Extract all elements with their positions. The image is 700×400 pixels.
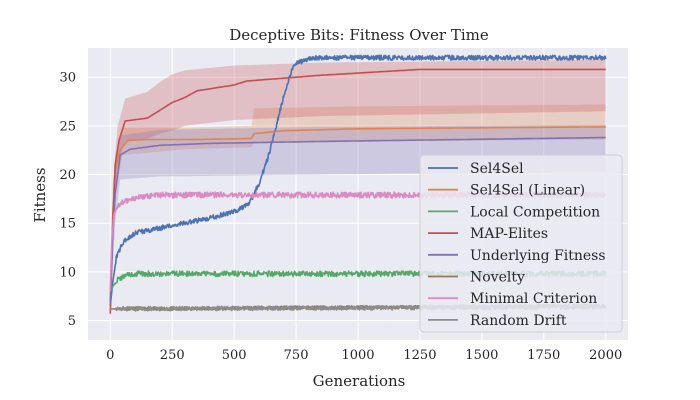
y-axis-label: Fitness bbox=[31, 167, 49, 222]
x-tick-label: 2000 bbox=[589, 348, 622, 363]
legend-label-local-competition: Local Competition bbox=[470, 204, 600, 220]
x-tick-label: 1000 bbox=[341, 348, 374, 363]
band-map-elites bbox=[110, 59, 606, 321]
chart-title: Deceptive Bits: Fitness Over Time bbox=[229, 26, 489, 44]
y-tick-label: 30 bbox=[59, 71, 76, 86]
x-tick-label: 1250 bbox=[403, 348, 436, 363]
legend-label-minimal-criterion: Minimal Criterion bbox=[470, 291, 597, 307]
y-tick-label: 20 bbox=[59, 168, 76, 183]
y-tick-label: 25 bbox=[59, 119, 76, 134]
band-sel4sel-linear bbox=[110, 104, 606, 311]
x-tick-label: 500 bbox=[222, 348, 247, 363]
y-tick-label: 15 bbox=[59, 217, 76, 232]
legend-label-random-drift: Random Drift bbox=[470, 313, 567, 329]
x-tick-label: 1500 bbox=[465, 348, 498, 363]
legend-label-map-elites: MAP-Elites bbox=[470, 226, 548, 242]
legend-label-sel4sel: Sel4Sel bbox=[470, 161, 524, 177]
legend-label-novelty: Novelty bbox=[470, 270, 525, 286]
series-sel4sel bbox=[109, 54, 607, 306]
x-tick-label: 1750 bbox=[527, 348, 560, 363]
legend-box bbox=[419, 154, 623, 333]
x-tick-labels: 0 250 500 750 1000 1250 1500 1750 2000 bbox=[106, 348, 622, 363]
series-sel4sel-linear bbox=[109, 126, 606, 302]
x-axis-label: Generations bbox=[313, 372, 406, 390]
legend: Sel4Sel Sel4Sel (Linear) Local Competition… bbox=[419, 154, 623, 333]
x-tick-label: 250 bbox=[160, 348, 185, 363]
y-tick-label: 5 bbox=[68, 314, 76, 329]
y-tick-label: 10 bbox=[59, 265, 76, 280]
series-map-elites bbox=[109, 68, 606, 314]
x-tick-label: 0 bbox=[106, 348, 114, 363]
y-tick-labels: 5 10 15 20 25 30 bbox=[59, 71, 76, 329]
x-tick-label: 750 bbox=[284, 348, 309, 363]
legend-label-underlying-fitness: Underlying Fitness bbox=[470, 248, 606, 264]
legend-label-sel4sel-linear: Sel4Sel (Linear) bbox=[470, 183, 585, 199]
series-underlying-fitness bbox=[109, 136, 606, 304]
